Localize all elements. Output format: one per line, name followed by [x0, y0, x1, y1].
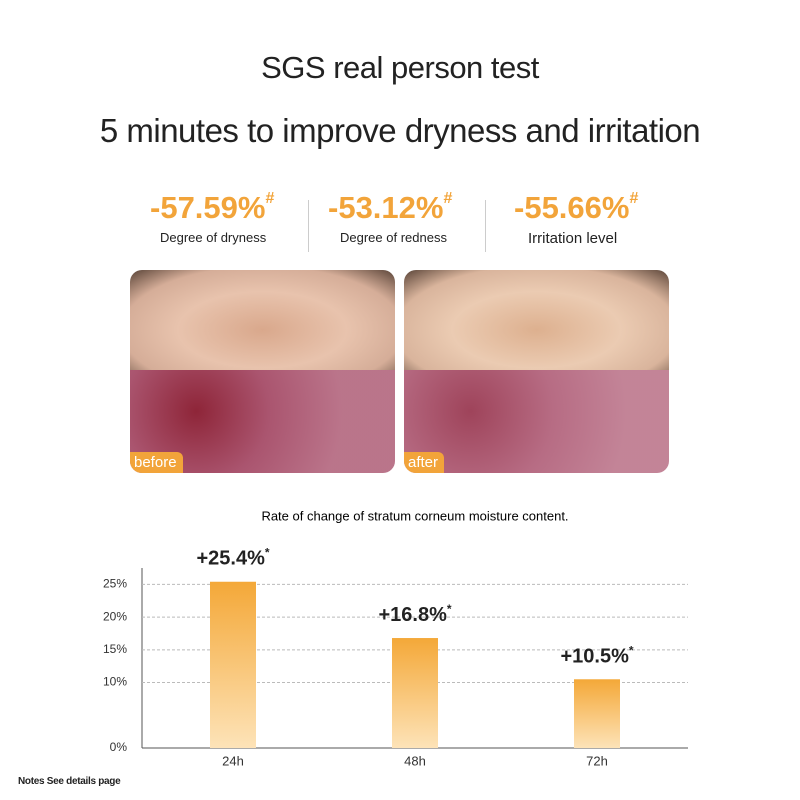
bar: [210, 581, 256, 748]
y-tick-label: 0%: [110, 740, 128, 754]
value-label: +16.8%*: [378, 602, 451, 626]
photo-after: after: [404, 270, 669, 473]
footnote-mark: *: [265, 546, 270, 560]
title: SGS real person test: [261, 50, 539, 85]
stat-mark: #: [629, 190, 639, 207]
value-label-text: +10.5%: [560, 646, 629, 668]
stat-label: Degree of redness: [340, 230, 447, 245]
chart: Rate of change of stratum corneum moistu…: [103, 508, 688, 768]
subtitle: 5 minutes to improve dryness and irritat…: [99, 112, 701, 149]
bar: [574, 679, 620, 748]
stat: -53.12%# Degree of redness: [328, 190, 508, 245]
stat: -55.66%# Irritation level: [514, 190, 694, 247]
value-label: +10.5%*: [560, 643, 633, 667]
footnote-mark: *: [629, 643, 634, 657]
value-label: +25.4%*: [196, 546, 269, 570]
photo-label: after: [404, 452, 445, 473]
footnote-mark: *: [447, 602, 452, 616]
stat-label: Degree of dryness: [160, 230, 267, 245]
separator: [308, 200, 309, 252]
x-tick-label: 24h: [222, 753, 244, 768]
chart-title: Rate of change of stratum corneum moistu…: [261, 508, 568, 523]
photo-before: before: [130, 270, 395, 473]
x-tick-label: 48h: [404, 753, 426, 768]
photo-label: before: [130, 452, 183, 473]
value-label-text: +25.4%: [196, 548, 265, 570]
stat-value: -57.59%: [150, 190, 266, 225]
y-tick-label: 15%: [103, 642, 127, 656]
x-tick-label: 72h: [586, 753, 608, 768]
y-tick-label: 20%: [103, 609, 127, 623]
stat-label: Irritation level: [528, 230, 618, 247]
value-label-text: +16.8%: [378, 604, 447, 626]
stat-mark: #: [443, 190, 453, 207]
bar: [392, 638, 438, 748]
stat-value: -53.12%: [328, 190, 444, 225]
stat-value: -55.66%: [514, 190, 630, 225]
stat-mark: #: [265, 190, 275, 207]
y-tick-label: 10%: [103, 675, 127, 689]
y-tick-label: 25%: [103, 577, 127, 591]
separator: [485, 200, 486, 252]
notes: Notes See details page: [18, 776, 121, 787]
stat: -57.59%# Degree of dryness: [150, 190, 330, 245]
